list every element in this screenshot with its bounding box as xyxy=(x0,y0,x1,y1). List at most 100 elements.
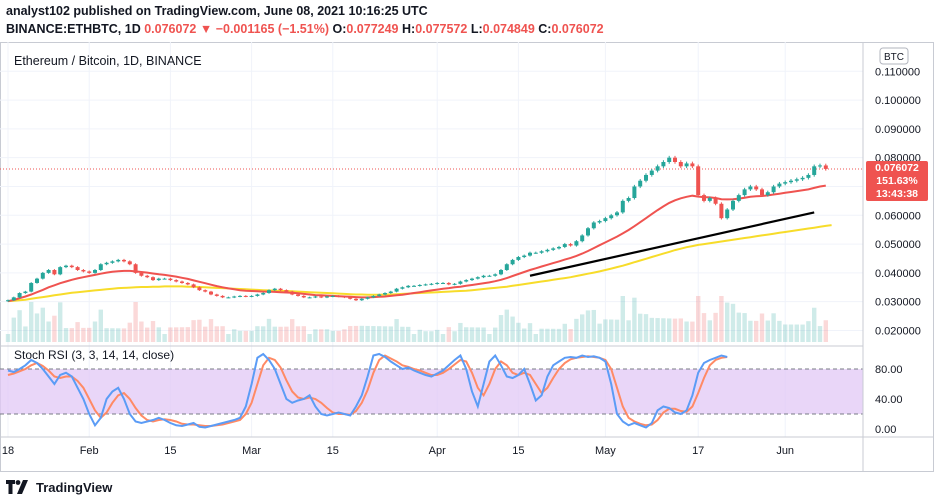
candle-body xyxy=(551,248,556,250)
candle-body xyxy=(162,278,167,280)
candle-body xyxy=(673,157,677,162)
volume-bar xyxy=(655,318,660,342)
volume-bar xyxy=(429,331,434,342)
candle-body xyxy=(58,267,63,275)
low-value: 0.074849 xyxy=(482,22,535,36)
volume-bar xyxy=(110,328,115,342)
volume-bar xyxy=(603,319,608,342)
candle-body xyxy=(609,215,614,219)
high-value: 0.077572 xyxy=(415,22,468,36)
candle-body xyxy=(145,275,150,278)
volume-bar xyxy=(185,327,190,342)
volume-bar xyxy=(580,314,585,342)
candle-body xyxy=(435,282,440,284)
candle-body xyxy=(272,288,277,291)
candle-body xyxy=(46,270,51,273)
candle-body xyxy=(557,246,561,249)
symbol-label[interactable]: BINANCE:ETHBTC, 1D xyxy=(6,22,141,36)
rsi-axis[interactable]: 80.00 40.00 0.00 xyxy=(875,364,903,436)
volume-bar xyxy=(788,324,794,342)
candle-body xyxy=(243,295,248,297)
volume-bar xyxy=(342,329,347,342)
volume-bar xyxy=(34,313,40,342)
volume-bar xyxy=(446,327,451,342)
candle-body xyxy=(783,182,788,184)
price-tag-countdown: 13:43:38 xyxy=(876,188,918,200)
pane-title: Ethereum / Bitcoin, 1D, BINANCE xyxy=(14,54,202,68)
volume-bar xyxy=(475,327,480,342)
price-tick-label: 0.090000 xyxy=(875,124,921,136)
candle-body xyxy=(394,288,399,292)
candle-body xyxy=(325,296,329,298)
chart-canvas[interactable]: 0.1100000.1000000.0900000.0800000.070000… xyxy=(0,42,934,472)
time-axis[interactable]: 18 Feb 15 Mar 15 Apr 15 May 17 Jun xyxy=(2,445,794,457)
volume-bar xyxy=(400,326,405,342)
volume-bar xyxy=(5,334,11,342)
volume-bar xyxy=(423,331,428,342)
volume-bar xyxy=(481,327,486,342)
candle-body xyxy=(481,275,486,278)
last-price: 0.076072 xyxy=(144,22,197,36)
footer-brand[interactable]: TradingView xyxy=(6,476,112,498)
trendline[interactable] xyxy=(529,211,815,277)
stoch-d-line xyxy=(7,354,728,427)
volume-bar xyxy=(411,334,417,342)
volume-bar xyxy=(266,318,272,342)
volume-bar xyxy=(406,326,411,342)
candle-body xyxy=(806,174,811,178)
volume-bar xyxy=(133,302,138,342)
volume-bar xyxy=(742,313,747,342)
volume-bar xyxy=(510,316,515,342)
candle-body xyxy=(731,200,735,210)
volume-bar xyxy=(295,326,301,342)
candle-body xyxy=(278,288,283,291)
currency-badge[interactable]: BTC xyxy=(879,47,909,65)
candle-body xyxy=(267,290,271,294)
candle-body xyxy=(684,163,689,167)
candle-body xyxy=(690,163,695,167)
candle-body xyxy=(93,270,97,273)
price-tick-label: 0.060000 xyxy=(875,210,921,222)
rsi-title: Stoch RSI (3, 3, 14, 14, close) xyxy=(14,348,174,362)
time-tick-label: Feb xyxy=(80,445,99,457)
volume-bar xyxy=(777,320,782,342)
publisher-line: analyst102 published on TradingView.com,… xyxy=(6,4,428,18)
candle-body xyxy=(626,198,631,201)
candle-body xyxy=(493,274,498,276)
volume-bar xyxy=(707,320,712,342)
candle-body xyxy=(539,251,544,253)
candle-body xyxy=(371,295,376,298)
candle-body xyxy=(17,293,22,298)
candle-body xyxy=(562,244,567,247)
candle-body xyxy=(348,297,353,299)
volume-bar xyxy=(701,313,707,342)
volume-bar xyxy=(98,309,103,342)
candle-body xyxy=(754,186,759,190)
volume-bar xyxy=(696,296,701,342)
candle-body xyxy=(180,281,184,283)
candle-body xyxy=(191,284,196,288)
volume-bar xyxy=(516,322,521,342)
candle-body xyxy=(707,198,712,201)
volume-bar xyxy=(667,318,672,342)
price-tag-value: 0.076072 xyxy=(875,162,919,174)
candle-body xyxy=(568,244,573,246)
close-value: 0.076072 xyxy=(551,22,604,36)
low-label: L: xyxy=(470,22,483,36)
volume-bar xyxy=(208,319,214,342)
candle-body xyxy=(383,293,387,295)
candle-body xyxy=(649,170,654,175)
rsi-tick-label: 40.00 xyxy=(875,394,903,406)
candle-body xyxy=(470,278,474,281)
volume-bar xyxy=(585,310,591,342)
ohlc-line: BINANCE:ETHBTC, 1D 0.076072 ▼ −0.001165 … xyxy=(6,22,604,36)
volume-bar xyxy=(261,326,266,342)
high-label: H: xyxy=(402,22,416,36)
candle-body xyxy=(203,290,208,292)
candle-body xyxy=(812,166,817,175)
volume-bar xyxy=(220,326,225,342)
candle-body xyxy=(214,294,219,296)
volume-bar xyxy=(191,320,196,342)
open-value: 0.077249 xyxy=(346,22,399,36)
volume-bar xyxy=(301,326,306,342)
